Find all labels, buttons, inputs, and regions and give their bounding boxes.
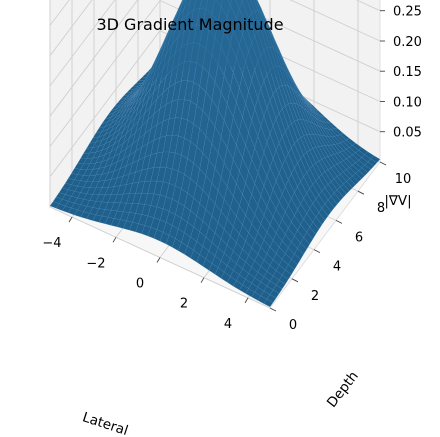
gridline-back-z	[289, 0, 381, 42]
surface-patch	[263, 299, 274, 308]
x-tick-mark	[68, 216, 73, 223]
z-tick-label: 0.20	[393, 35, 422, 50]
gridline-left-z	[49, 0, 161, 147]
y-tick-mark	[313, 249, 321, 254]
y-tick-mark	[291, 278, 299, 283]
z-tick-label: 0.15	[393, 65, 422, 80]
x-tick-label: 0	[136, 277, 144, 292]
surface-patch	[241, 0, 244, 2]
z-tick-label: 0.05	[393, 126, 422, 141]
gridline-left-z	[49, 0, 139, 117]
x-axis-label: Lateral	[80, 409, 130, 437]
y-tick-mark	[335, 219, 343, 224]
gridline-left-z	[49, 30, 161, 177]
gridline-left-z	[49, 0, 70, 26]
x-tick-mark	[244, 297, 249, 304]
gridline-left-z	[49, 0, 116, 87]
chart-title: 3D Gradient Magnitude	[96, 15, 283, 34]
y-axis-label: Depth	[324, 368, 362, 410]
x-tick-label: −2	[86, 256, 105, 271]
x-tick-mark	[200, 277, 205, 283]
z-axis-label: |∇V|	[384, 193, 411, 209]
y-tick-mark	[357, 190, 365, 195]
y-tick-label: 8	[377, 201, 385, 216]
gridline-back-z	[223, 0, 381, 72]
surface-patch	[227, 0, 232, 6]
x-tick-label: 4	[224, 317, 232, 332]
z-tick-label: 0.25	[393, 5, 422, 20]
x-tick-label: 2	[180, 297, 188, 312]
tick-marks: −4−202402468100.050.100.150.200.250.300.…	[42, 5, 422, 333]
y-tick-label: 2	[311, 289, 319, 304]
y-tick-mark	[269, 307, 277, 312]
x-tick-mark	[112, 237, 117, 243]
y-tick-label: 4	[333, 260, 341, 275]
surface-plot	[49, 0, 381, 308]
x-tick-label: −4	[42, 236, 61, 251]
y-tick-label: 0	[289, 318, 297, 333]
z-tick-label: 0.10	[393, 96, 422, 111]
y-tick-mark	[379, 161, 387, 166]
y-tick-label: 10	[395, 172, 412, 187]
y-tick-label: 6	[355, 230, 363, 245]
gridline-left-z	[49, 0, 93, 56]
x-tick-mark	[156, 257, 161, 263]
